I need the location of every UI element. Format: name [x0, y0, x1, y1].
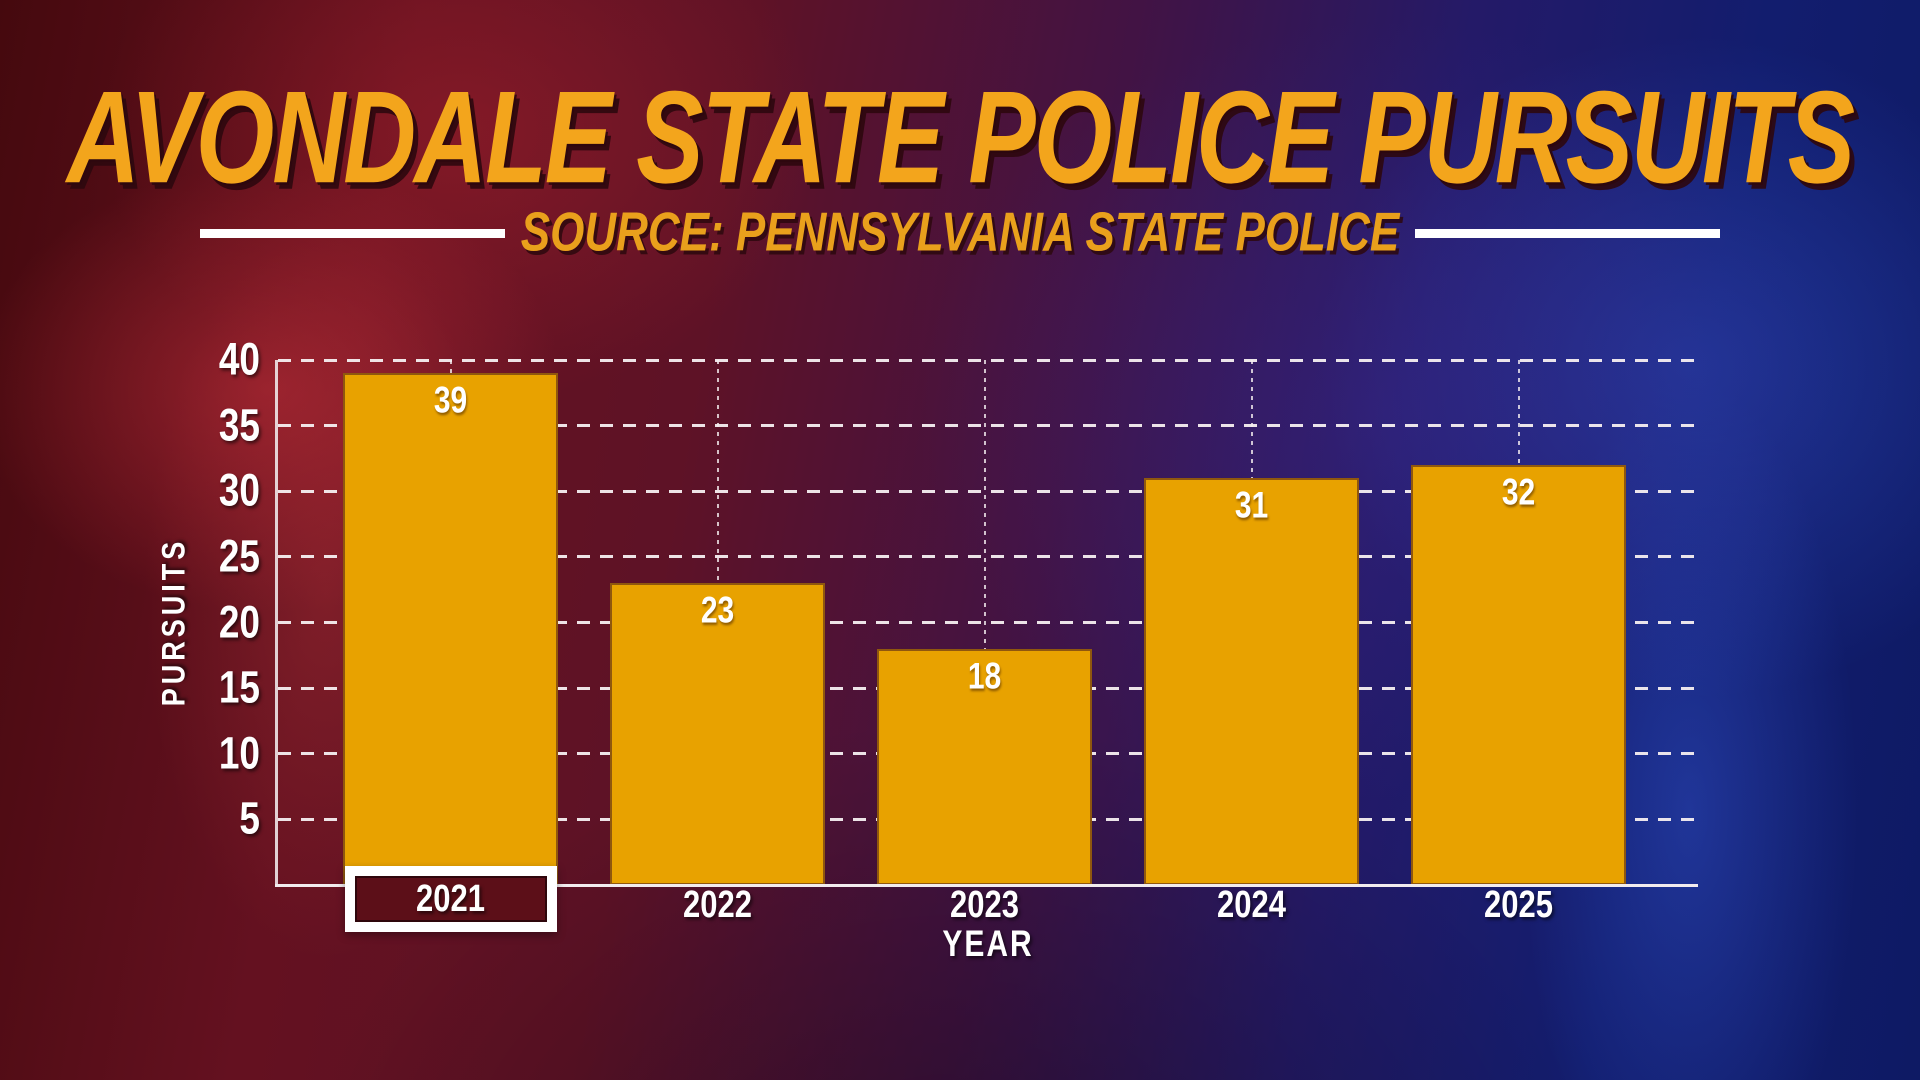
bar-value-label-2025: 32	[1501, 471, 1536, 513]
source-divider-right	[1415, 228, 1721, 238]
x-tick-label-2025: 2025	[1484, 883, 1553, 926]
bar-2021: 39	[343, 373, 558, 885]
y-tick-label-20: 20	[218, 596, 260, 647]
bar-2022: 23	[610, 583, 825, 885]
y-tick-label-40: 40	[218, 334, 260, 385]
page-title: AVONDALE STATE POLICE PURSUITS	[66, 65, 1855, 211]
bar-value-label-2023: 18	[967, 655, 1002, 697]
source-divider-left	[200, 228, 505, 238]
x-tick-label-2024: 2024	[1217, 883, 1286, 926]
bar-value-label-2021: 39	[433, 379, 468, 422]
gridline-30	[278, 489, 1698, 493]
x-tick-label-2021: 2021	[416, 877, 485, 920]
vertical-gridline-2023	[983, 360, 986, 885]
y-axis-line	[275, 360, 278, 887]
gridline-25	[278, 555, 1698, 559]
y-tick-label-15: 15	[218, 662, 260, 713]
gridline-20	[278, 621, 1698, 624]
x-axis-title: YEAR	[942, 924, 1034, 965]
x-tick-label-2022: 2022	[683, 883, 752, 926]
bar-value-label-2022: 23	[700, 589, 735, 632]
y-tick-label-35: 35	[218, 400, 260, 451]
gridline-35	[278, 424, 1698, 428]
gridline-40	[278, 358, 1698, 362]
y-tick-label-30: 30	[218, 465, 260, 516]
title-row: AVONDALE STATE POLICE PURSUITS	[0, 64, 1920, 211]
bar-2025: 32	[1411, 465, 1626, 885]
x-tick-label-2023: 2023	[950, 883, 1019, 926]
source-row: SOURCE: PENNSYLVANIA STATE POLICE	[200, 202, 1721, 263]
source-label: SOURCE: PENNSYLVANIA STATE POLICE	[520, 201, 1400, 263]
bar-value-label-2024: 31	[1234, 484, 1269, 527]
y-tick-label-10: 10	[218, 728, 260, 779]
highlighted-year-inner: 2021	[354, 876, 547, 922]
y-tick-label-25: 25	[218, 531, 260, 582]
plot-area: 39 23 18 31 32	[275, 358, 1698, 887]
y-tick-label-5: 5	[239, 793, 260, 844]
bar-2023: 18	[877, 648, 1092, 885]
highlighted-year-box: 2021	[344, 866, 557, 932]
bar-2024: 31	[1144, 478, 1359, 885]
x-axis-line	[275, 884, 1698, 887]
